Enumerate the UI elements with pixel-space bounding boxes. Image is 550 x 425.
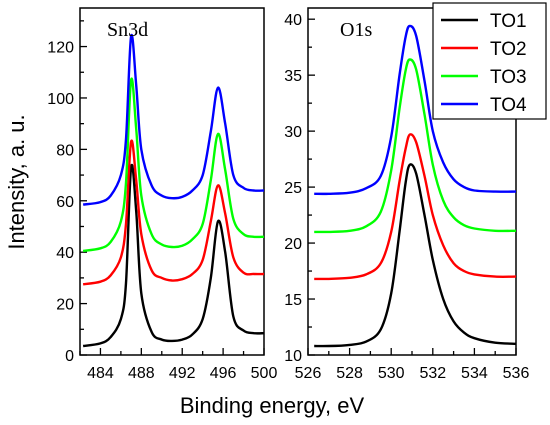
o1s-y-tick-label: 40 xyxy=(284,12,302,29)
sn3d-series-to2 xyxy=(82,139,265,286)
sn3d-series-to4 xyxy=(82,33,265,206)
sn3d-series-group xyxy=(82,33,265,348)
o1s-series-to1 xyxy=(314,163,517,348)
o1s-x-tick-label: 530 xyxy=(378,365,405,382)
legend-label-to3: TO3 xyxy=(490,67,527,88)
sn3d-x-tick-label: 500 xyxy=(251,365,278,382)
o1s-y-tick-label: 25 xyxy=(284,180,302,197)
sn3d-series-to1 xyxy=(82,163,265,348)
legend-label-to4: TO4 xyxy=(490,95,527,116)
sn3d-panel-label: Sn3d xyxy=(107,19,148,41)
o1s-y-tick-label: 20 xyxy=(284,236,302,253)
tick-labels-group: 484 488 492 496 500 0 20 40 60 80 100 120 526 528 530 5… xyxy=(47,12,529,382)
o1s-x-tick-label: 532 xyxy=(419,365,446,382)
sn3d-plot-frame xyxy=(79,7,265,356)
legend-box xyxy=(432,2,547,120)
sn3d-x-tick-label: 496 xyxy=(210,365,237,382)
sn3d-y-tick-label: 20 xyxy=(56,297,74,314)
o1s-series-to2 xyxy=(314,133,517,281)
x-axis-title: Binding energy, eV xyxy=(180,393,365,418)
sn3d-y-tick-label: 100 xyxy=(47,91,74,108)
sn3d-y-tick-label: 0 xyxy=(65,348,74,365)
y-axis-title: Intensity, a. u. xyxy=(4,114,29,249)
sn3d-y-tick-label: 120 xyxy=(47,40,74,57)
o1s-series-group xyxy=(314,24,517,348)
legend: TO1 TO2 TO3 TO4 xyxy=(432,2,547,120)
o1s-x-tick-label: 528 xyxy=(336,365,363,382)
sn3d-y-tick-label: 40 xyxy=(56,245,74,262)
sn3d-y-tick-label: 60 xyxy=(56,194,74,211)
sn3d-series-to3 xyxy=(82,77,265,253)
o1s-series-to3 xyxy=(314,58,517,234)
legend-label-to2: TO2 xyxy=(490,39,527,60)
o1s-y-tick-label: 30 xyxy=(284,124,302,141)
sn3d-x-tick-label: 488 xyxy=(128,365,155,382)
sn3d-y-tick-label: 80 xyxy=(56,142,74,159)
o1s-y-tick-label: 15 xyxy=(284,292,302,309)
o1s-x-tick-label: 534 xyxy=(461,365,488,382)
o1s-ticks xyxy=(307,18,517,356)
sn3d-ticks xyxy=(79,20,265,356)
o1s-y-tick-label: 10 xyxy=(284,348,302,365)
legend-label-to1: TO1 xyxy=(490,11,527,32)
o1s-x-tick-label: 536 xyxy=(503,365,530,382)
o1s-series-to4 xyxy=(314,24,517,196)
o1s-panel-label: O1s xyxy=(340,19,372,41)
sn3d-x-tick-label: 492 xyxy=(169,365,196,382)
o1s-y-tick-label: 35 xyxy=(284,68,302,85)
sn3d-x-tick-label: 484 xyxy=(87,365,114,382)
o1s-x-tick-label: 526 xyxy=(295,365,322,382)
